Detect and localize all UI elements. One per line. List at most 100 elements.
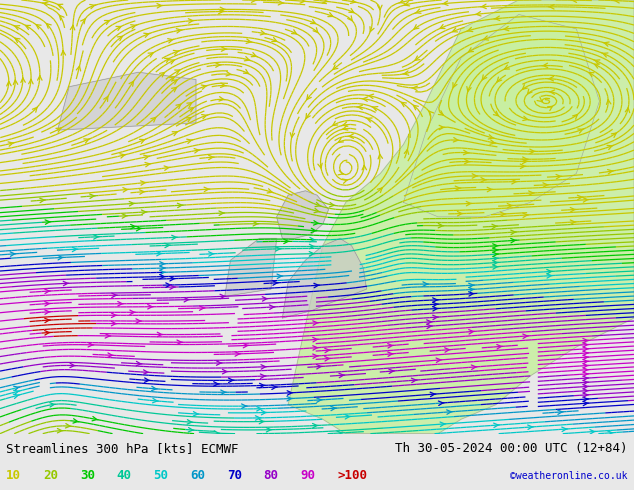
FancyArrowPatch shape: [573, 115, 578, 119]
FancyArrowPatch shape: [429, 111, 434, 116]
FancyArrowPatch shape: [58, 255, 63, 260]
FancyArrowPatch shape: [603, 42, 609, 46]
FancyArrowPatch shape: [89, 194, 95, 198]
FancyArrowPatch shape: [32, 107, 37, 112]
Polygon shape: [225, 239, 276, 296]
FancyArrowPatch shape: [442, 1, 448, 5]
Text: 40: 40: [117, 469, 132, 483]
FancyArrowPatch shape: [63, 281, 69, 286]
FancyArrowPatch shape: [70, 363, 75, 368]
Text: 80: 80: [264, 469, 279, 483]
FancyArrowPatch shape: [537, 97, 542, 102]
FancyArrowPatch shape: [243, 343, 249, 348]
FancyArrowPatch shape: [337, 431, 342, 436]
FancyArrowPatch shape: [56, 128, 61, 132]
FancyArrowPatch shape: [244, 57, 250, 61]
FancyArrowPatch shape: [130, 310, 136, 315]
FancyArrowPatch shape: [307, 95, 311, 99]
FancyArrowPatch shape: [313, 28, 318, 32]
FancyArrowPatch shape: [512, 179, 517, 184]
FancyArrowPatch shape: [44, 331, 50, 335]
FancyArrowPatch shape: [175, 70, 179, 74]
FancyArrowPatch shape: [160, 270, 165, 274]
FancyArrowPatch shape: [493, 111, 498, 116]
FancyArrowPatch shape: [287, 391, 293, 395]
FancyArrowPatch shape: [199, 306, 205, 310]
FancyArrowPatch shape: [221, 83, 226, 87]
FancyArrowPatch shape: [318, 163, 322, 168]
FancyArrowPatch shape: [49, 403, 55, 407]
FancyArrowPatch shape: [300, 0, 306, 3]
FancyArrowPatch shape: [201, 85, 207, 89]
FancyArrowPatch shape: [170, 276, 176, 281]
Text: ©weatheronline.co.uk: ©weatheronline.co.uk: [510, 471, 628, 481]
FancyArrowPatch shape: [469, 48, 474, 52]
FancyArrowPatch shape: [403, 71, 409, 75]
FancyArrowPatch shape: [13, 25, 20, 30]
FancyArrowPatch shape: [387, 343, 394, 348]
FancyArrowPatch shape: [259, 383, 265, 388]
FancyArrowPatch shape: [173, 50, 179, 54]
FancyArrowPatch shape: [216, 361, 222, 365]
FancyArrowPatch shape: [438, 223, 444, 228]
FancyArrowPatch shape: [493, 256, 498, 261]
FancyArrowPatch shape: [251, 52, 257, 57]
FancyArrowPatch shape: [290, 133, 295, 138]
FancyArrowPatch shape: [370, 26, 374, 32]
FancyArrowPatch shape: [160, 266, 165, 270]
FancyArrowPatch shape: [493, 252, 498, 257]
FancyArrowPatch shape: [45, 220, 51, 224]
FancyArrowPatch shape: [611, 133, 616, 138]
FancyArrowPatch shape: [602, 53, 608, 57]
FancyArrowPatch shape: [187, 103, 192, 107]
FancyArrowPatch shape: [145, 163, 151, 167]
FancyArrowPatch shape: [309, 251, 315, 256]
FancyArrowPatch shape: [457, 212, 463, 216]
FancyArrowPatch shape: [481, 4, 486, 9]
FancyArrowPatch shape: [348, 134, 354, 138]
FancyArrowPatch shape: [116, 26, 121, 30]
FancyArrowPatch shape: [136, 226, 142, 231]
FancyArrowPatch shape: [503, 26, 509, 31]
FancyArrowPatch shape: [157, 332, 163, 337]
FancyArrowPatch shape: [221, 47, 227, 51]
FancyArrowPatch shape: [160, 262, 165, 266]
FancyArrowPatch shape: [8, 142, 14, 146]
FancyArrowPatch shape: [141, 181, 146, 185]
FancyArrowPatch shape: [151, 118, 156, 122]
FancyArrowPatch shape: [469, 288, 474, 292]
FancyArrowPatch shape: [467, 87, 471, 92]
FancyArrowPatch shape: [58, 4, 63, 8]
FancyArrowPatch shape: [469, 330, 474, 334]
FancyArrowPatch shape: [311, 20, 316, 24]
FancyArrowPatch shape: [273, 281, 278, 285]
FancyArrowPatch shape: [415, 56, 420, 60]
FancyArrowPatch shape: [342, 179, 347, 183]
FancyArrowPatch shape: [220, 7, 226, 12]
FancyArrowPatch shape: [226, 72, 232, 76]
FancyArrowPatch shape: [40, 198, 46, 202]
FancyArrowPatch shape: [366, 118, 372, 122]
FancyArrowPatch shape: [315, 202, 321, 207]
FancyArrowPatch shape: [372, 107, 378, 111]
FancyArrowPatch shape: [65, 423, 71, 428]
FancyArrowPatch shape: [144, 155, 150, 159]
FancyArrowPatch shape: [311, 228, 317, 233]
FancyArrowPatch shape: [349, 8, 354, 13]
FancyArrowPatch shape: [570, 220, 576, 224]
FancyArrowPatch shape: [271, 385, 277, 390]
FancyArrowPatch shape: [313, 220, 320, 225]
FancyArrowPatch shape: [543, 183, 548, 187]
Text: 70: 70: [227, 469, 242, 483]
FancyArrowPatch shape: [219, 97, 225, 101]
FancyArrowPatch shape: [177, 340, 183, 344]
FancyArrowPatch shape: [562, 427, 567, 432]
FancyArrowPatch shape: [492, 224, 498, 229]
Text: 50: 50: [153, 469, 169, 483]
FancyArrowPatch shape: [322, 0, 328, 3]
FancyArrowPatch shape: [472, 174, 478, 178]
FancyArrowPatch shape: [202, 115, 208, 119]
FancyArrowPatch shape: [494, 16, 500, 21]
FancyArrowPatch shape: [88, 343, 94, 347]
FancyArrowPatch shape: [548, 76, 553, 81]
